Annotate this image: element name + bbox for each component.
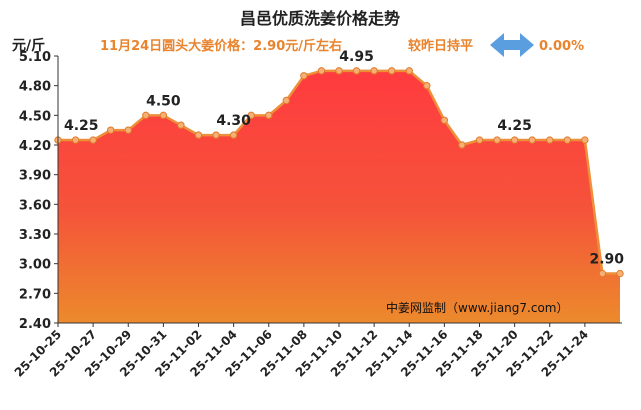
data-label: 4.95 [339,49,374,65]
data-point [563,136,572,144]
data-point [528,136,536,144]
data-point [300,72,308,80]
data-point [142,111,150,120]
data-point [159,111,168,120]
data-point [493,136,501,144]
data-point [247,111,255,120]
chart-subtitle: 11月24日圆头大姜价格：2.90元/斤左右 [100,38,342,54]
data-point [194,131,203,139]
y-axis-label: 元/斤 [12,37,45,54]
data-point [89,136,97,144]
y-tick-label: 4.50 [19,109,51,124]
y-tick-label: 3.90 [19,169,51,184]
data-point [317,67,326,75]
data-point [581,136,589,144]
y-tick-label: 2.40 [19,317,51,332]
y-tick-label: 3.30 [19,228,51,243]
data-point [405,67,413,75]
data-point [370,67,378,75]
data-point [282,96,291,105]
y-tick-label: 3.00 [19,258,51,273]
data-point [423,81,431,90]
y-tick-label: 3.60 [19,198,51,213]
data-point [106,126,115,134]
y-tick-label: 2.70 [19,287,51,302]
data-label: 4.25 [497,118,532,134]
y-tick-label: 5.10 [19,50,51,65]
price-area [58,70,620,323]
data-label: 4.50 [146,93,181,109]
data-point [616,269,624,278]
data-point [352,67,361,75]
data-point [335,67,343,75]
y-tick-label: 4.80 [19,80,51,95]
data-point [124,126,132,134]
data-label: 2.90 [589,252,624,268]
data-point [212,131,220,139]
double-arrow-icon [490,33,534,57]
change-label: 较昨日持平 [408,38,473,54]
chart-title: 昌邑优质洗姜价格走势 [240,9,400,28]
data-point [265,111,273,120]
data-point [510,136,519,144]
data-point [177,121,185,129]
data-point [598,269,607,278]
data-point [387,67,396,75]
data-label: 4.30 [216,113,251,129]
data-label: 4.25 [64,118,99,134]
data-point [229,131,238,139]
watermark: 中姜网监制（www.jiang7.com） [386,300,568,315]
data-point [546,136,554,144]
y-tick-label: 4.20 [19,139,51,154]
data-point [475,136,484,144]
change-value: 0.00% [539,39,584,54]
data-point [458,141,466,149]
data-point [440,116,449,124]
data-point [71,136,80,144]
